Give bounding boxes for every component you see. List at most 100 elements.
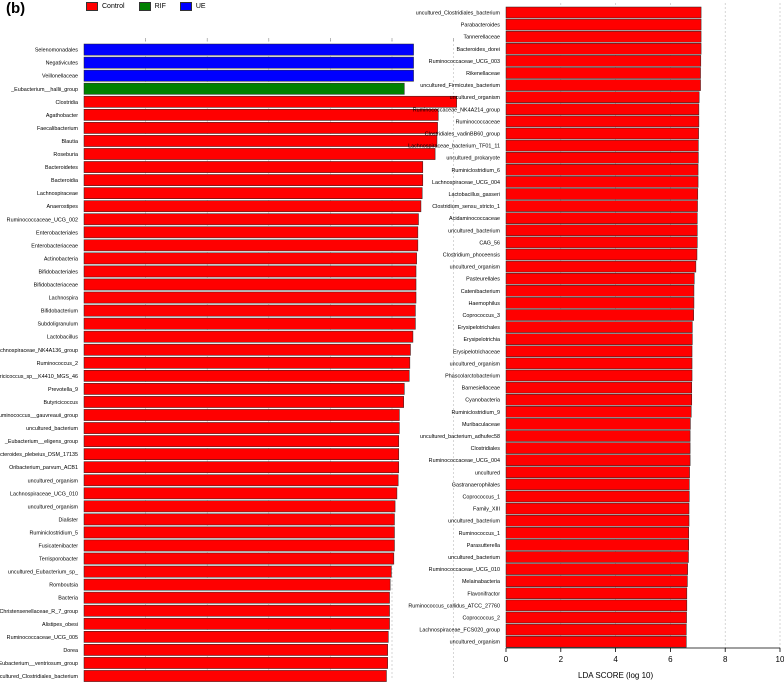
bar-label: uncultured_bacterium [448, 228, 500, 234]
bar [505, 188, 699, 200]
bar-label: _Eubacterium__ventriosum_group [0, 661, 78, 667]
bar-label: uncultured_bacterium [448, 519, 500, 525]
bar [83, 617, 390, 630]
bar [505, 442, 691, 454]
bar-label: uncultured_bacterium_adhufec58 [420, 434, 500, 440]
bar-label: Lachnospiraceae_UCG_004 [432, 180, 500, 186]
chart-panel-2: uncultured_Clostridiales_bacterium Paraba… [408, 3, 784, 680]
bar [505, 563, 688, 575]
bar [83, 95, 457, 108]
bar-label: Ruminiclostridium_6 [451, 168, 500, 174]
bar [83, 200, 422, 213]
legend: Control RIF UE [86, 0, 206, 12]
bar [83, 631, 389, 643]
bar [83, 578, 391, 591]
bar-label: Ruminococcus_2 [37, 361, 78, 367]
bar-label: Bacteroidetes [45, 165, 78, 171]
bar [83, 109, 439, 121]
bar [505, 418, 691, 430]
bar-label: Dorea [63, 648, 78, 654]
bar [83, 552, 395, 565]
bar [505, 67, 701, 79]
bar-label: Ruminococcus_callidus_ATCC_27760 [408, 603, 500, 609]
bar [505, 502, 690, 515]
bar-label: Haemophilus [469, 301, 501, 307]
bar-label: Bacteria [58, 596, 78, 602]
bar [83, 252, 417, 265]
bar-label: Ruminococcaceae_NK4A214_group [413, 107, 500, 113]
bar [83, 396, 404, 408]
bar [505, 345, 693, 358]
bar-label: Lactobacillus [47, 335, 78, 341]
bar-label: Romboutsia [49, 583, 78, 589]
bar-label: Bacteroidia [51, 178, 78, 184]
bar-label: Melainabacteria [462, 579, 500, 585]
bar-label: uncultured_bacterium [26, 426, 78, 432]
chart-panel-1: Selenomonadales Negativicutes Veillonellac… [0, 38, 457, 682]
bar [505, 527, 690, 539]
bar [505, 176, 699, 188]
bar-label: uncultured_organism [450, 640, 501, 646]
bar [505, 430, 691, 442]
bar [83, 174, 424, 186]
bar-label: _Eubacterium__eligens_group [4, 439, 78, 445]
bar-label: Clostridia [56, 100, 78, 106]
bar [505, 6, 702, 19]
bar [505, 587, 688, 600]
bar-label: Erysipelotrichaceae [453, 349, 500, 355]
bar [505, 575, 688, 587]
bar [83, 317, 416, 330]
bar-label: uncultured_bacterium [448, 555, 500, 561]
bar-label: Ruminococcaceae [456, 119, 500, 125]
bar-label: Christensenellaceae_R_7_group [0, 609, 78, 615]
bar [83, 56, 414, 69]
bar-label: Lachnospiraceae_UCG_010 [10, 491, 78, 497]
bar-label: uncultured_organism [28, 478, 79, 484]
bar [83, 513, 395, 526]
legend-label-rif: RIF [154, 2, 166, 10]
x-tick-label: 2 [559, 655, 564, 664]
x-tick-label: 8 [723, 655, 728, 664]
bar [83, 422, 400, 434]
bar [505, 30, 702, 43]
bar-label: uncultured_prokaryote [446, 156, 500, 162]
bar-label: Clostridiales_vadinBB60_group [425, 132, 500, 138]
bar-label: Bacteroides_dorei [457, 47, 500, 53]
bar [505, 248, 698, 261]
bar [83, 370, 410, 382]
bar-label: Bifidobacterium [41, 309, 79, 315]
bar [83, 239, 419, 252]
bar [505, 454, 691, 466]
bar [83, 657, 388, 669]
bar [83, 461, 400, 474]
bar [83, 526, 395, 539]
bar [505, 103, 700, 116]
bar [83, 82, 405, 95]
bar [83, 604, 390, 617]
bar [83, 187, 423, 200]
bar-label: Cyanobacteria [465, 398, 500, 404]
bar [83, 448, 400, 460]
bar-label: uncultured_Eubacterium_sp_ [8, 570, 79, 576]
legend-swatch-rif [138, 1, 151, 11]
bar-label: Muribaculaceae [462, 422, 500, 428]
bar-label: Ruminococcaceae_UCG_005 [7, 635, 78, 641]
legend-label-control: Control [102, 2, 125, 10]
bar-label: Erysipelotrichales [458, 325, 501, 331]
bar [505, 406, 692, 418]
bar [83, 304, 416, 317]
bar [83, 43, 414, 56]
bar [83, 474, 399, 487]
bar-label: Enterobacteriales [36, 230, 78, 236]
bar [505, 321, 693, 333]
bar-label: Ruminococcus_1 [459, 531, 500, 537]
bar-label: _Ruminococcus__gauvreauii_group [0, 413, 78, 419]
bar-label: Roseburia [53, 152, 78, 158]
bar [505, 393, 693, 406]
bar [505, 139, 699, 152]
bar-label: uncultured_Firmicutes_bacterium [420, 83, 500, 89]
bar [505, 91, 700, 103]
bar [83, 539, 395, 552]
bar [83, 69, 414, 82]
bar-label: Bifidobacteriales [38, 269, 78, 275]
